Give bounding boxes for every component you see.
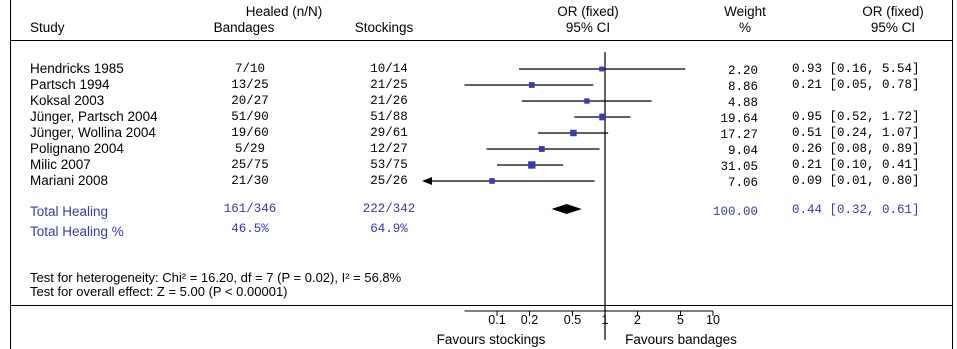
study-bandages: 21/30 xyxy=(231,174,269,188)
header-or-fixed-2: OR (fixed) xyxy=(862,4,924,19)
study-weight: 17.27 xyxy=(720,128,758,142)
study-point-marker xyxy=(538,146,545,152)
study-point-marker xyxy=(528,82,535,88)
study-or-ci: 0.26 [0.08, 0.89] xyxy=(792,142,920,156)
study-weight: 7.06 xyxy=(727,176,758,190)
study-weight: 19.64 xyxy=(720,112,758,126)
total-pct-stockings: 64.9% xyxy=(370,222,408,236)
study-weight: 8.86 xyxy=(727,80,758,94)
study-name: Jünger, Partsch 2004 xyxy=(30,109,158,124)
axis-tick-label: 5 xyxy=(677,313,684,327)
study-or-ci: 0.51 [0.24, 1.07] xyxy=(792,126,920,140)
header-or-fixed: OR (fixed) xyxy=(557,4,619,19)
study-stockings: 53/75 xyxy=(370,158,408,172)
study-name: Mariani 2008 xyxy=(30,173,109,188)
total-healing-label: Total Healing xyxy=(30,204,109,219)
study-weight: 31.05 xyxy=(720,160,758,174)
study-weight: 2.20 xyxy=(727,64,758,78)
study-name: Polignano 2004 xyxy=(30,141,124,156)
total-weight: 100.00 xyxy=(712,205,758,219)
study-or-ci: 0.95 [0.52, 1.72] xyxy=(792,110,920,124)
header-weight: Weight xyxy=(724,4,766,19)
total-stockings: 222/342 xyxy=(362,202,416,216)
study-stockings: 21/26 xyxy=(370,94,408,108)
overall-effect-test: Test for overall effect: Z = 5.00 (P < 0… xyxy=(30,284,288,299)
axis-tick-label: 2 xyxy=(634,313,641,327)
header-study: Study xyxy=(30,20,65,35)
study-or-ci: 0.93 [0.16, 5.54] xyxy=(792,62,920,76)
forest-plot-frame xyxy=(10,0,953,349)
study-or-ci: 0.09 [0.01, 0.80] xyxy=(792,174,920,188)
study-point-marker xyxy=(528,161,536,169)
axis-tick-label: 0.1 xyxy=(488,313,506,327)
axis-tick-label: 10 xyxy=(706,313,720,327)
study-name: Koksal 2003 xyxy=(30,93,105,108)
total-healing-pct-label: Total Healing % xyxy=(30,224,124,239)
study-stockings: 21/25 xyxy=(370,78,408,92)
total-or-ci: 0.44 [0.32, 0.61] xyxy=(792,203,920,217)
header-healed-group: Healed (n/N) xyxy=(245,4,323,19)
axis-tick-label: 0.2 xyxy=(520,313,539,327)
study-bandages: 19/60 xyxy=(231,126,269,140)
study-name: Milic 2007 xyxy=(30,157,91,172)
header-divider xyxy=(11,40,952,41)
total-pct-bandages: 46.5% xyxy=(231,222,269,236)
study-point-marker xyxy=(570,129,577,137)
study-stockings: 29/61 xyxy=(370,126,408,140)
study-stockings: 12/27 xyxy=(370,142,408,156)
summary-diamond xyxy=(551,204,582,214)
study-name: Partsch 1994 xyxy=(30,77,110,92)
total-bandages: 161/346 xyxy=(223,202,277,216)
header-stockings: Stockings xyxy=(354,20,414,35)
study-bandages: 20/27 xyxy=(231,94,269,108)
study-weight: 9.04 xyxy=(727,144,758,158)
header-ci-2: 95% CI xyxy=(870,20,916,35)
study-or-ci: 0.21 [0.10, 0.41] xyxy=(792,158,920,172)
header-bandages: Bandages xyxy=(213,20,275,35)
favours-bandages-label: Favours bandages xyxy=(625,332,737,347)
study-point-marker xyxy=(489,178,495,184)
study-bandages: 13/25 xyxy=(231,78,269,92)
study-point-marker xyxy=(584,98,590,104)
study-bandages: 5/29 xyxy=(234,142,266,156)
study-stockings: 25/26 xyxy=(370,174,408,188)
study-bandages: 25/75 xyxy=(231,158,269,172)
header-ci: 95% CI xyxy=(565,20,611,35)
heterogeneity-test: Test for heterogeneity: Chi² = 16.20, df… xyxy=(30,270,402,285)
study-bandages: 7/10 xyxy=(234,62,266,76)
axis-tick-label: 1 xyxy=(601,313,609,327)
study-stockings: 10/14 xyxy=(370,62,408,76)
axis-tick-label: 0.5 xyxy=(563,313,582,327)
study-name: Jünger, Wollina 2004 xyxy=(30,125,156,140)
favours-stockings-label: Favours stockings xyxy=(436,332,546,347)
study-weight: 4.88 xyxy=(727,96,758,110)
header-weight-percent: % xyxy=(738,20,752,35)
study-or-ci: 0.21 [0.05, 0.78] xyxy=(792,78,920,92)
study-bandages: 51/90 xyxy=(231,110,269,124)
study-point-marker xyxy=(599,66,605,72)
study-point-marker xyxy=(599,113,606,121)
footer-divider xyxy=(11,305,952,306)
study-name: Hendricks 1985 xyxy=(30,61,124,76)
ci-arrow-left xyxy=(422,177,432,185)
study-stockings: 51/88 xyxy=(370,110,408,124)
